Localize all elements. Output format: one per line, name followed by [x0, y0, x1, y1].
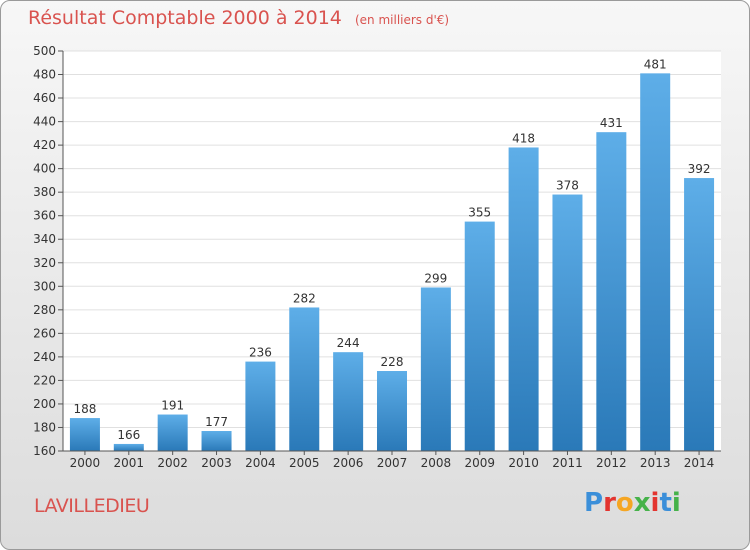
- data-label-2001: 166: [117, 428, 140, 442]
- x-tick-label-2010: 2010: [508, 456, 539, 470]
- y-tick-label: 280: [33, 303, 56, 317]
- commune-name: LAVILLEDIEU: [34, 495, 150, 517]
- bar-2001: [113, 443, 144, 451]
- y-tick-label: 300: [33, 279, 56, 293]
- logo-letter: i: [650, 488, 660, 518]
- bar-2012: [596, 132, 627, 452]
- x-tick-label-2004: 2004: [245, 456, 276, 470]
- y-tick-label: 240: [33, 350, 56, 364]
- y-tick-label: 460: [33, 91, 56, 105]
- x-tick-label-2008: 2008: [421, 456, 452, 470]
- bar-2003: [201, 431, 232, 451]
- bar-2014: [684, 178, 715, 451]
- x-tick-label-2002: 2002: [157, 456, 188, 470]
- bar-2005: [289, 307, 320, 451]
- data-label-2012: 431: [600, 116, 623, 130]
- x-tick-label-2006: 2006: [333, 456, 364, 470]
- logo-letter: x: [633, 488, 651, 518]
- chart-title: Résultat Comptable 2000 à 2014: [28, 7, 342, 29]
- chart-unit: (en milliers d'€): [354, 13, 450, 27]
- data-label-2008: 299: [424, 271, 447, 285]
- data-label-2014: 392: [688, 162, 711, 176]
- y-tick-label: 380: [33, 185, 56, 199]
- data-label-2005: 282: [293, 291, 316, 305]
- bar-2011: [552, 194, 583, 451]
- data-label-2010: 418: [512, 131, 535, 145]
- data-label-2007: 228: [381, 355, 404, 369]
- data-label-2006: 244: [337, 336, 360, 350]
- data-label-2000: 188: [73, 402, 96, 416]
- bar-2013: [640, 73, 671, 452]
- data-label-2009: 355: [468, 206, 491, 220]
- y-tick-label: 260: [33, 326, 56, 340]
- x-tick-label-2000: 2000: [70, 456, 101, 470]
- y-tick-label: 360: [33, 209, 56, 223]
- bar-2008: [420, 287, 451, 451]
- data-label-2004: 236: [249, 346, 272, 360]
- y-tick-label: 340: [33, 232, 56, 246]
- data-label-2011: 378: [556, 179, 579, 193]
- y-tick-label: 220: [33, 373, 56, 387]
- logo-letter: i: [671, 488, 681, 518]
- plot-area: 160 180 200 220 240 260 280 300 320 340 360 380 400 4…: [33, 44, 721, 470]
- y-tick-label: 440: [33, 115, 56, 129]
- bar-2010: [508, 147, 539, 451]
- title-row: Résultat Comptable 2000 à 2014 (en milli…: [28, 7, 449, 29]
- y-tick-label: 320: [33, 256, 56, 270]
- bar-2002: [157, 414, 188, 451]
- y-tick-label: 180: [33, 420, 56, 434]
- bar-2006: [333, 352, 364, 451]
- y-tick-label: 500: [33, 44, 56, 58]
- logo-letter: o: [615, 488, 634, 518]
- x-tick-label-2003: 2003: [201, 456, 232, 470]
- x-tick-label-2001: 2001: [114, 456, 145, 470]
- y-tick-label: 400: [33, 162, 56, 176]
- x-tick-label-2005: 2005: [289, 456, 320, 470]
- proxiti-logo: Proxiti: [584, 488, 681, 518]
- y-tick-label: 200: [33, 397, 56, 411]
- bar-2000: [69, 418, 100, 451]
- x-tick-label-2014: 2014: [684, 456, 715, 470]
- data-label-2002: 191: [161, 399, 184, 413]
- data-label-2013: 481: [644, 57, 667, 71]
- bar-2009: [464, 221, 495, 451]
- y-tick-label: 480: [33, 68, 56, 82]
- x-tick-label-2012: 2012: [596, 456, 627, 470]
- x-tick-label-2007: 2007: [377, 456, 408, 470]
- logo-letter: r: [603, 488, 616, 518]
- bar-2007: [377, 371, 407, 451]
- y-tick-label: 420: [33, 138, 56, 152]
- x-tick-label-2009: 2009: [464, 456, 495, 470]
- x-tick-label-2013: 2013: [640, 456, 671, 470]
- logo-letter: P: [584, 488, 604, 518]
- bar-2004: [245, 361, 276, 451]
- x-tick-label-2011: 2011: [552, 456, 583, 470]
- logo-letter: t: [659, 488, 672, 518]
- y-tick-label: 160: [33, 444, 56, 458]
- data-label-2003: 177: [205, 415, 228, 429]
